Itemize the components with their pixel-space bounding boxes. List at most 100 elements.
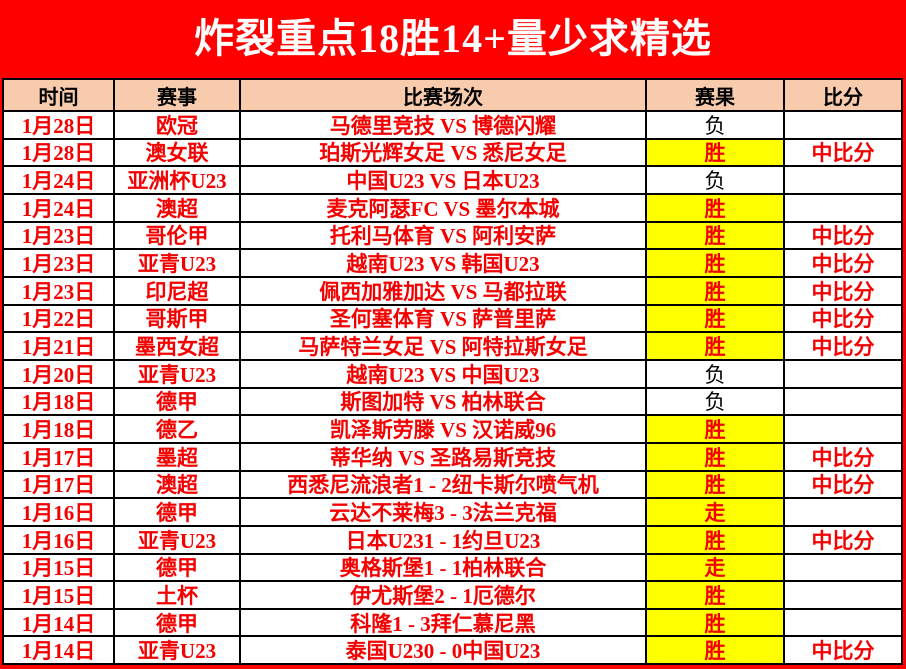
league-cell: 土杯 xyxy=(113,580,239,608)
date-cell: 1月21日 xyxy=(4,331,113,359)
score-cell xyxy=(783,552,901,581)
score-cell: 中比分 xyxy=(783,275,901,304)
score-cell xyxy=(783,192,901,221)
result-cell: 胜 xyxy=(645,441,783,470)
result-cell: 胜 xyxy=(645,580,783,608)
result-cell: 负 xyxy=(645,386,783,415)
table-row: 1月14日 亚青U23 泰国U230 - 0中国U23 胜中比分 xyxy=(4,635,901,664)
league-cell: 澳超 xyxy=(113,469,239,498)
league-cell: 澳女联 xyxy=(113,137,239,166)
table-row: 1月15日 土杯 伊尤斯堡2 - 1厄德尔胜 xyxy=(4,580,901,608)
banner-title: 炸裂重点18胜14+量少求精选 xyxy=(194,16,712,61)
table-row: 1月28日 澳女联 珀斯光辉女足 VS 悉尼女足胜中比分 xyxy=(4,137,901,166)
score-cell xyxy=(783,580,901,608)
league-cell: 印尼超 xyxy=(113,275,239,304)
result-cell: 胜 xyxy=(645,275,783,304)
date-cell: 1月16日 xyxy=(4,497,113,525)
result-cell: 胜 xyxy=(645,192,783,221)
table-row: 1月18日 德甲 斯图加特 VS 柏林联合负 xyxy=(4,386,901,415)
table-row: 1月17日 墨超 蒂华纳 VS 圣路易斯竞技胜中比分 xyxy=(4,441,901,470)
score-cell xyxy=(783,497,901,525)
table-row: 1月24日 澳超 麦克阿瑟FC VS 墨尔本城胜 xyxy=(4,192,901,221)
league-cell: 墨西女超 xyxy=(113,331,239,359)
match-cell: 蒂华纳 VS 圣路易斯竞技 xyxy=(239,441,645,470)
league-cell: 欧冠 xyxy=(113,110,239,138)
league-cell: 澳超 xyxy=(113,192,239,221)
table-row: 1月22日 哥斯甲 圣何塞体育 VS 萨普里萨胜中比分 xyxy=(4,303,901,332)
score-cell: 中比分 xyxy=(783,524,901,553)
table-row: 1月16日 亚青U23 日本U231 - 1约旦U23 胜中比分 xyxy=(4,524,901,553)
result-cell: 负 xyxy=(645,110,783,138)
result-cell: 胜 xyxy=(645,607,783,636)
match-cell: 中国U23 VS 日本U23 xyxy=(239,165,645,193)
result-cell: 胜 xyxy=(645,137,783,166)
date-cell: 1月17日 xyxy=(4,469,113,497)
date-cell: 1月15日 xyxy=(4,552,113,580)
date-cell: 1月16日 xyxy=(4,524,113,553)
date-cell: 1月28日 xyxy=(4,137,113,165)
league-cell: 德甲 xyxy=(113,386,239,415)
table-row: 1月28日 欧冠 马德里竞技 VS 博德闪耀负 xyxy=(4,110,901,138)
date-cell: 1月28日 xyxy=(4,110,113,138)
score-cell xyxy=(783,607,901,636)
league-cell: 墨超 xyxy=(113,441,239,470)
result-cell: 胜 xyxy=(645,414,783,442)
match-cell: 斯图加特 VS 柏林联合 xyxy=(239,386,645,415)
league-cell: 亚青U23 xyxy=(113,635,239,664)
date-cell: 1月15日 xyxy=(4,580,113,608)
result-cell: 胜 xyxy=(645,220,783,249)
result-cell: 胜 xyxy=(645,331,783,359)
match-cell: 马萨特兰女足 VS 阿特拉斯女足 xyxy=(239,331,645,359)
table-row: 1月23日 亚青U23 越南U23 VS 韩国U23 胜中比分 xyxy=(4,248,901,276)
date-cell: 1月17日 xyxy=(4,441,113,470)
match-cell: 凯泽斯劳滕 VS 汉诺威96 xyxy=(239,414,645,442)
league-cell: 德甲 xyxy=(113,552,239,581)
match-cell: 云达不莱梅3 - 3法兰克福 xyxy=(239,497,645,525)
league-cell: 亚洲杯U23 xyxy=(113,165,239,193)
score-cell: 中比分 xyxy=(783,303,901,332)
date-cell: 1月24日 xyxy=(4,192,113,221)
league-cell: 哥伦甲 xyxy=(113,220,239,249)
score-cell: 中比分 xyxy=(783,635,901,664)
score-cell xyxy=(783,414,901,442)
score-cell xyxy=(783,386,901,415)
match-cell: 越南U23 VS 中国U23 xyxy=(239,358,645,387)
result-cell: 胜 xyxy=(645,303,783,332)
date-cell: 1月18日 xyxy=(4,414,113,442)
league-cell: 亚青U23 xyxy=(113,248,239,276)
date-cell: 1月18日 xyxy=(4,386,113,414)
date-cell: 1月24日 xyxy=(4,165,113,193)
result-cell: 胜 xyxy=(645,248,783,276)
score-cell: 中比分 xyxy=(783,248,901,276)
column-header-match: 比赛场次 xyxy=(239,80,645,110)
column-header-score: 比分 xyxy=(783,80,901,110)
date-cell: 1月14日 xyxy=(4,635,113,663)
table-row: 1月23日 印尼超 佩西加雅加达 VS 马都拉联胜中比分 xyxy=(4,275,901,304)
column-header-result: 赛果 xyxy=(645,80,783,110)
league-cell: 亚青U23 xyxy=(113,358,239,387)
match-cell: 麦克阿瑟FC VS 墨尔本城 xyxy=(239,192,645,221)
league-cell: 德乙 xyxy=(113,414,239,442)
table-row: 1月20日 亚青U23 越南U23 VS 中国U23 负 xyxy=(4,358,901,387)
table-row: 1月23日 哥伦甲 托利马体育 VS 阿利安萨胜中比分 xyxy=(4,220,901,249)
date-cell: 1月23日 xyxy=(4,248,113,276)
match-cell: 越南U23 VS 韩国U23 xyxy=(239,248,645,276)
match-cell: 伊尤斯堡2 - 1厄德尔 xyxy=(239,580,645,608)
column-header-league: 赛事 xyxy=(113,80,239,110)
table-row: 1月16日 德甲 云达不莱梅3 - 3法兰克福走 xyxy=(4,497,901,525)
match-cell: 圣何塞体育 VS 萨普里萨 xyxy=(239,303,645,332)
score-cell: 中比分 xyxy=(783,220,901,249)
match-cell: 珀斯光辉女足 VS 悉尼女足 xyxy=(239,137,645,166)
match-cell: 奥格斯堡1 - 1柏林联合 xyxy=(239,552,645,581)
match-cell: 科隆1 - 3拜仁慕尼黑 xyxy=(239,607,645,636)
match-cell: 泰国U230 - 0中国U23 xyxy=(239,635,645,664)
table-row: 1月18日 德乙 凯泽斯劳滕 VS 汉诺威96 胜 xyxy=(4,414,901,442)
result-cell: 负 xyxy=(645,165,783,193)
score-cell xyxy=(783,358,901,387)
date-cell: 1月14日 xyxy=(4,607,113,635)
date-cell: 1月23日 xyxy=(4,275,113,304)
result-cell: 胜 xyxy=(645,635,783,664)
date-cell: 1月20日 xyxy=(4,358,113,387)
date-cell: 1月23日 xyxy=(4,220,113,248)
league-cell: 哥斯甲 xyxy=(113,303,239,332)
